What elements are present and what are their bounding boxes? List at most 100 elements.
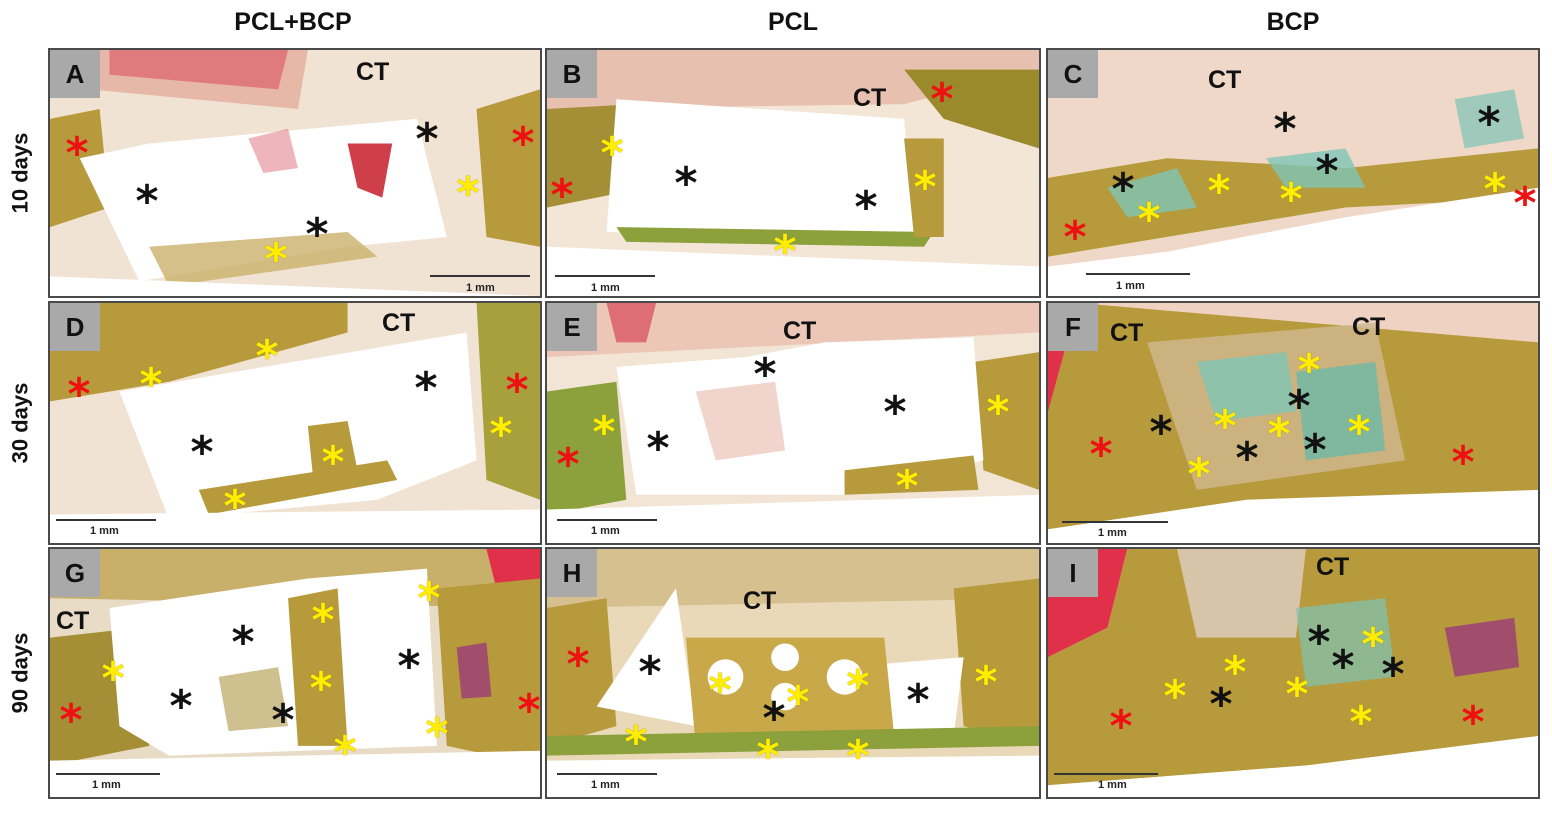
yellow-asterisk-marker: * [255,331,279,382]
ct-label: CT [783,317,817,345]
yellow-asterisk-marker: * [1163,671,1187,722]
black-asterisk-marker: * [1235,433,1259,484]
row-label-30-days: 30 days [7,382,33,464]
yellow-asterisk-marker: * [425,709,449,760]
ct-label: CT [1208,66,1242,94]
yellow-asterisk-marker: * [321,437,345,488]
yellow-asterisk-marker: * [1137,194,1161,245]
yellow-asterisk-marker: * [986,387,1010,438]
panel-c: C CT * * * * * * * * * * 1 mm [1046,48,1540,298]
yellow-asterisk-marker: * [895,461,919,512]
yellow-asterisk-marker: * [624,717,648,768]
panel-g-tissue [50,549,540,797]
scale-label: 1 mm [591,779,620,791]
black-asterisk-marker: * [762,693,786,744]
panel-a-tissue [50,50,540,296]
black-asterisk-marker: * [1149,407,1173,458]
black-asterisk-marker: * [1209,679,1233,730]
scale-bar [557,773,657,775]
yellow-asterisk-marker: * [1347,407,1371,458]
ct-label: CT [56,607,90,635]
yellow-asterisk-marker: * [846,731,870,782]
black-asterisk-marker: * [854,182,878,233]
panel-e: E CT * * * * * * * 1 mm [545,301,1041,545]
yellow-asterisk-marker: * [333,727,357,778]
panel-letter: G [50,549,100,597]
black-asterisk-marker: * [1307,617,1331,668]
black-asterisk-marker: * [190,427,214,478]
panel-d: D CT * * * * * * * * * 1 mm [48,301,542,545]
red-asterisk-marker: * [1461,697,1485,748]
black-asterisk-marker: * [305,209,329,260]
red-asterisk-marker: * [65,128,89,179]
scale-label: 1 mm [90,525,119,537]
ct-label: CT [1110,319,1144,347]
panel-f-tissue [1048,303,1538,543]
panel-f: F CT CT * * * * * * * * * * * 1 mm [1046,301,1540,545]
scale-bar [430,275,530,277]
ct-label: CT [1352,313,1386,341]
scale-bar [555,275,655,277]
yellow-asterisk-marker: * [974,657,998,708]
yellow-asterisk-marker: * [708,665,732,716]
panel-letter: E [547,303,597,351]
scale-label: 1 mm [591,282,620,294]
yellow-asterisk-marker: * [101,653,125,704]
black-asterisk-marker: * [135,176,159,227]
black-asterisk-marker: * [906,675,930,726]
yellow-asterisk-marker: * [592,407,616,458]
scale-label: 1 mm [1098,527,1127,539]
red-asterisk-marker: * [1513,178,1537,229]
red-asterisk-marker: * [1063,212,1087,263]
black-asterisk-marker: * [271,695,295,746]
ct-label: CT [853,84,887,112]
panel-b: B CT * * * * * * * 1 mm [545,48,1041,298]
black-asterisk-marker: * [883,387,907,438]
yellow-asterisk-marker: * [1223,647,1247,698]
column-header-pcl-bcp: PCL+BCP [234,8,352,36]
scale-label: 1 mm [466,282,495,294]
black-asterisk-marker: * [397,641,421,692]
scale-bar [56,773,160,775]
black-asterisk-marker: * [169,681,193,732]
yellow-asterisk-marker: * [756,731,780,782]
yellow-asterisk-marker: * [309,663,333,714]
yellow-asterisk-marker: * [1213,401,1237,452]
black-asterisk-marker: * [1477,98,1501,149]
scale-bar [557,519,657,521]
red-asterisk-marker: * [1089,429,1113,480]
ct-label: CT [743,587,777,615]
red-asterisk-marker: * [566,639,590,690]
black-asterisk-marker: * [1381,649,1405,700]
red-asterisk-marker: * [930,74,954,125]
black-asterisk-marker: * [1303,425,1327,476]
scale-bar [1054,773,1158,775]
scale-label: 1 mm [1098,779,1127,791]
scale-label: 1 mm [591,525,620,537]
panel-e-tissue [547,303,1039,543]
row-label-90-days: 90 days [7,632,33,714]
scale-bar [56,519,156,521]
ct-label: CT [356,58,390,86]
panel-i: I CT * * * * * * * * * * * 1 mm [1046,547,1540,799]
panel-a: A CT * * * * * * * 1 mm [48,48,542,298]
ct-label: CT [1316,553,1350,581]
yellow-asterisk-marker: * [1267,409,1291,460]
scale-bar [1086,273,1190,275]
yellow-asterisk-marker: * [1349,697,1373,748]
yellow-asterisk-marker: * [1187,449,1211,500]
panel-letter: F [1048,303,1098,351]
red-asterisk-marker: * [59,695,83,746]
yellow-asterisk-marker: * [600,128,624,179]
black-asterisk-marker: * [638,647,662,698]
red-asterisk-marker: * [505,365,529,416]
yellow-asterisk-marker: * [139,359,163,410]
yellow-asterisk-marker: * [1207,166,1231,217]
yellow-asterisk-marker: * [417,573,441,624]
red-asterisk-marker: * [511,118,535,169]
column-header-bcp: BCP [1266,8,1320,36]
yellow-asterisk-marker: * [456,168,480,219]
red-asterisk-marker: * [517,685,541,736]
black-asterisk-marker: * [674,158,698,209]
panel-letter: D [50,303,100,351]
